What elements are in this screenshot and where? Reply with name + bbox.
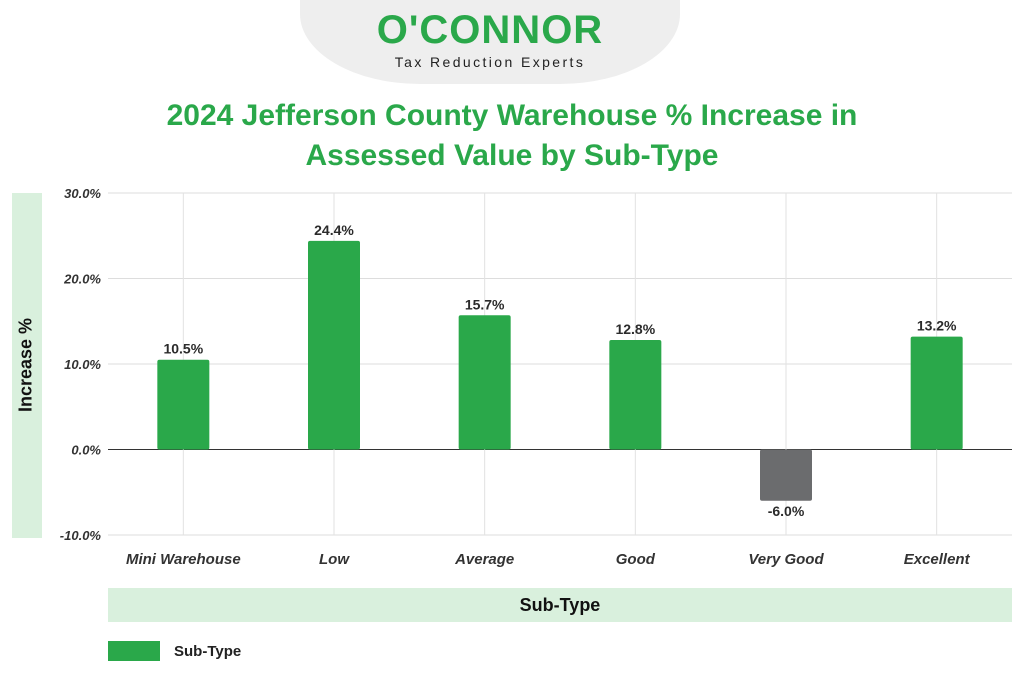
bar	[308, 240, 360, 450]
bar-chart-plot: 30.0% 20.0% 10.0% 0.0% -10.0% 10.5% Mini Wareh…	[60, 186, 1012, 568]
bar	[910, 336, 963, 450]
y-tick-label: 20.0%	[63, 272, 101, 287]
logo-tagline: Tax Reduction Experts	[394, 54, 586, 70]
bar	[609, 340, 662, 450]
y-tick-label: 10.0%	[64, 357, 101, 372]
legend-label: Sub-Type	[174, 642, 242, 660]
bar	[760, 449, 812, 501]
bar	[458, 315, 511, 450]
x-tick-label: Mini Warehouse	[126, 551, 241, 568]
y-axis-label-band	[12, 193, 42, 538]
chart-title-line-2: Assessed Value by Sub-Type	[305, 139, 719, 172]
chart-title-line-1: 2024 Jefferson County Warehouse % Increa…	[166, 99, 858, 132]
logo-wordmark: O'CONNOR	[376, 8, 604, 52]
data-label: 12.8%	[615, 321, 655, 337]
data-label: -6.0%	[768, 503, 805, 519]
legend-swatch	[108, 641, 160, 661]
chart-title: 2024 Jefferson County Warehouse % Increa…	[60, 96, 964, 176]
x-tick-label: Average	[454, 551, 514, 568]
y-tick-label: 0.0%	[71, 443, 101, 458]
x-tick-label: Good	[616, 551, 656, 568]
x-axis-label: Sub-Type	[108, 588, 1012, 622]
x-tick-label: Very Good	[748, 551, 824, 568]
legend: Sub-Type	[108, 640, 241, 662]
logo-banner: O'CONNOR Tax Reduction Experts	[300, 0, 680, 84]
data-label: 13.2%	[917, 318, 957, 334]
y-tick-label: 30.0%	[64, 186, 101, 201]
bar	[157, 359, 210, 450]
data-label: 15.7%	[465, 296, 505, 312]
data-label: 24.4%	[314, 222, 354, 238]
x-tick-label: Low	[319, 551, 350, 568]
y-tick-label: -10.0%	[60, 528, 102, 543]
data-label: 10.5%	[163, 341, 203, 357]
x-tick-label: Excellent	[904, 551, 971, 568]
